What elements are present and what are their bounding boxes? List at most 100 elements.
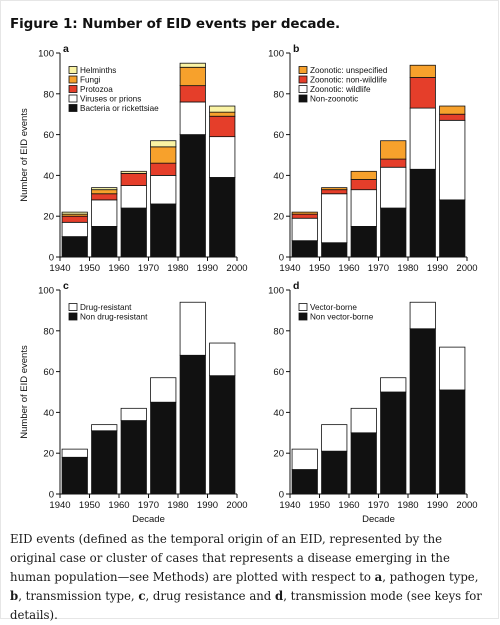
bar-segment-1940-4 <box>291 211 318 215</box>
bar-segment-1950-1 <box>321 450 348 495</box>
y-tick-label: 100 <box>38 286 54 297</box>
x-tick-label: 1970 <box>368 263 389 274</box>
y-tick-label: 20 <box>273 449 284 460</box>
x-tick-label: 1960 <box>108 500 129 511</box>
legend-label: Zoonotic: wildlife <box>310 85 371 94</box>
bar-segment-1970-1 <box>380 391 407 495</box>
figure-title: Figure 1: Number of EID events per decad… <box>10 16 341 32</box>
x-tick-label: 1990 <box>197 263 218 274</box>
x-tick-label: 1970 <box>368 500 389 511</box>
bar-segment-1950-3 <box>91 193 118 201</box>
bar-segment-1950-4 <box>321 187 348 191</box>
bar-segment-1990-1 <box>209 177 236 258</box>
bar-segment-1960-2 <box>120 407 147 421</box>
x-tick-label: 1960 <box>338 263 359 274</box>
y-tick-label: 0 <box>49 253 54 264</box>
bar-segment-1990-3 <box>439 113 466 121</box>
y-tick-label: 60 <box>273 130 284 141</box>
x-tick-label: 2000 <box>226 263 247 274</box>
bar-segment-1950-2 <box>91 424 118 432</box>
legend-label: Fungi <box>80 76 101 85</box>
legend-label: Non drug-resistant <box>80 313 148 322</box>
y-tick-label: 60 <box>273 367 284 378</box>
panel-letter: a <box>63 43 69 55</box>
bar-segment-1990-4 <box>209 111 236 117</box>
chart-panel-c: c 0 20 40 60 80 100 1940 1950 1960 1970 1980 1990 200… <box>19 280 248 525</box>
y-tick-label: 60 <box>43 367 54 378</box>
bar-segment-1970-3 <box>150 162 177 176</box>
bar-segment-1990-4 <box>439 105 466 115</box>
legend-swatch <box>68 75 78 84</box>
legend-swatch <box>68 104 78 112</box>
legend-swatch <box>298 312 308 321</box>
caption-intro: EID events (defined as the temporal orig… <box>10 532 450 584</box>
bar-segment-1960-1 <box>120 420 147 495</box>
legend-swatch <box>298 303 308 311</box>
bar-segment-1940-1 <box>291 469 318 495</box>
bar-segment-1940-2 <box>291 217 318 242</box>
bar-segment-1960-3 <box>120 172 147 187</box>
bar-segment-1960-2 <box>350 407 377 434</box>
x-tick-label: 1970 <box>138 263 159 274</box>
caption-text-c: , drug resistance and <box>145 589 276 603</box>
y-tick-label: 40 <box>43 408 54 419</box>
bar-segment-1950-2 <box>321 193 348 244</box>
bar-segment-1980-2 <box>409 301 436 330</box>
panel-letter: c <box>63 280 69 292</box>
x-tick-label: 2000 <box>456 263 477 274</box>
y-tick-label: 0 <box>279 490 284 501</box>
x-axis-title: Decade <box>132 514 165 525</box>
x-tick-label: 1950 <box>309 500 330 511</box>
chart-panel-a: a 0 20 40 60 80 100 1940 1950 1960 1970 1980 1990 200… <box>19 43 248 274</box>
y-tick-label: 100 <box>268 286 284 297</box>
legend-label: Bacteria or rickettsiae <box>80 104 159 113</box>
bar-segment-1970-5 <box>150 140 177 148</box>
bar-segment-1990-1 <box>439 199 466 258</box>
legend-label: Zoonotic: non-wildlife <box>310 76 387 85</box>
bar-segment-1950-1 <box>91 430 118 495</box>
x-axis-title: Decade <box>362 514 395 525</box>
x-tick-label: 1950 <box>309 263 330 274</box>
bar-segment-1980-1 <box>179 354 206 495</box>
bar-segment-1950-1 <box>91 225 118 258</box>
legend-swatch <box>68 312 78 321</box>
bar-segment-1980-3 <box>409 77 436 109</box>
bar-segment-1950-2 <box>91 199 118 227</box>
x-tick-label: 1960 <box>338 500 359 511</box>
bar-segment-1960-2 <box>350 189 377 227</box>
bar-segment-1980-1 <box>409 168 436 258</box>
y-tick-label: 40 <box>273 171 284 182</box>
y-axis-title: Number of EID events <box>19 345 30 439</box>
bar-segment-1990-2 <box>209 342 236 377</box>
y-axis-title: Number of EID events <box>19 108 30 202</box>
legend-swatch <box>298 66 308 74</box>
bar-segment-1980-4 <box>409 64 436 78</box>
bar-segment-1960-4 <box>350 170 377 180</box>
bar-segment-1940-1 <box>61 456 88 495</box>
bar-segment-1960-5 <box>120 170 147 174</box>
bar-segment-1970-2 <box>380 377 407 393</box>
y-tick-label: 80 <box>43 326 54 337</box>
x-tick-label: 1980 <box>397 500 418 511</box>
y-tick-label: 20 <box>43 212 54 223</box>
x-tick-label: 1950 <box>79 263 100 274</box>
y-tick-label: 100 <box>268 49 284 60</box>
bar-segment-1940-1 <box>61 236 88 258</box>
bar-segment-1990-1 <box>439 389 466 495</box>
bar-segment-1940-5 <box>61 211 88 215</box>
bar-segment-1960-2 <box>120 185 147 209</box>
bar-segment-1940-3 <box>61 215 88 223</box>
bar-segment-1960-1 <box>120 207 147 258</box>
legend-swatch <box>68 85 78 93</box>
legend-swatch <box>68 303 78 311</box>
bar-segment-1970-2 <box>150 377 177 403</box>
bar-segment-1960-1 <box>350 225 377 258</box>
y-tick-label: 100 <box>38 49 54 60</box>
y-tick-label: 20 <box>273 212 284 223</box>
bar-segment-1980-3 <box>179 85 206 103</box>
bar-segment-1950-3 <box>321 189 348 195</box>
bar-segment-1970-1 <box>150 401 177 495</box>
bar-segment-1980-2 <box>179 301 206 356</box>
bar-segment-1960-3 <box>350 179 377 191</box>
